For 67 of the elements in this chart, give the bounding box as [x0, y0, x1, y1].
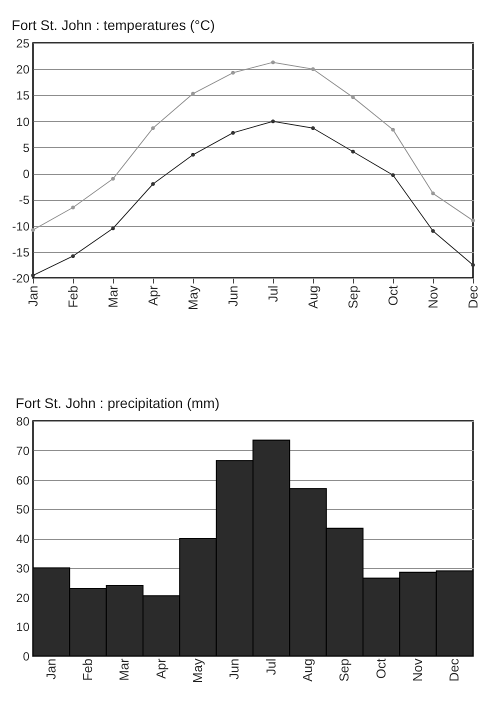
x-tick-label: Nov — [410, 658, 425, 682]
y-tick-label: 5 — [22, 140, 30, 155]
y-tick-label: 10 — [16, 620, 30, 634]
x-tick-label: Nov — [426, 285, 440, 309]
point — [311, 126, 315, 130]
point — [151, 126, 155, 130]
point — [111, 226, 115, 230]
point — [231, 70, 235, 75]
x-tick-label: May — [190, 658, 205, 684]
point — [471, 263, 475, 267]
x-tick-label: Jan — [26, 286, 40, 306]
point — [31, 228, 35, 232]
point — [71, 206, 75, 210]
point — [111, 176, 115, 181]
y-tick-label: 15 — [16, 88, 30, 103]
chart-title: Fort St. John : precipitation (mm) — [16, 395, 220, 411]
point — [391, 128, 395, 132]
y-tick-label: 20 — [16, 590, 30, 605]
point — [431, 192, 435, 196]
point — [391, 173, 395, 177]
y-tick-label: -20 — [12, 272, 30, 286]
point — [191, 152, 195, 157]
y-tick-label: -15 — [12, 245, 30, 260]
x-tick-label: Jan — [43, 658, 58, 680]
x-tick-label: Jul — [266, 285, 280, 302]
y-tick-label: 70 — [16, 444, 30, 458]
x-tick-label: Dec — [446, 658, 462, 682]
x-tick-label: Sep — [336, 658, 352, 682]
y-tick-label: 80 — [16, 414, 30, 428]
point — [431, 229, 435, 233]
point — [71, 254, 75, 258]
x-tick-label: Aug — [300, 658, 315, 682]
y-tick-label: 50 — [16, 502, 30, 517]
x-tick-label: Jun — [226, 658, 242, 680]
x-tick-label: Apr — [153, 658, 168, 679]
y-tick-label: 60 — [16, 473, 30, 488]
x-tick-label: May — [186, 285, 200, 310]
point — [351, 150, 355, 154]
x-tick-label: Mar — [116, 658, 132, 681]
y-tick-label: -10 — [12, 219, 30, 234]
point — [151, 182, 155, 186]
x-tick-label: Oct — [373, 658, 388, 679]
chart-title: Fort St. John : temperatures (°C) — [12, 17, 215, 33]
x-tick-label: Sep — [346, 286, 360, 309]
point — [271, 119, 275, 124]
point — [271, 60, 275, 64]
y-tick-label: 40 — [16, 532, 30, 546]
x-tick-label: Aug — [306, 286, 320, 309]
point — [31, 274, 35, 278]
y-tick-label: 0 — [22, 650, 30, 664]
x-tick-label: Jun — [226, 286, 240, 306]
y-tick-label: -5 — [18, 193, 30, 208]
x-tick-label: Jul — [263, 658, 278, 676]
x-tick-label: Oct — [386, 285, 400, 306]
x-tick-label: Mar — [106, 284, 120, 308]
x-tick-label: Dec — [466, 285, 480, 309]
y-tick-label: 25 — [16, 36, 30, 50]
y-tick-label: 10 — [16, 114, 30, 129]
x-tick-label: Apr — [146, 284, 160, 306]
point — [311, 67, 315, 71]
point — [231, 130, 235, 135]
point — [471, 218, 475, 222]
x-tick-label: Feb — [66, 286, 80, 308]
y-tick-label: 20 — [16, 62, 30, 77]
y-tick-label: 30 — [16, 561, 30, 576]
y-tick-label: 0 — [22, 167, 30, 182]
x-tick-label: Feb — [80, 658, 95, 681]
